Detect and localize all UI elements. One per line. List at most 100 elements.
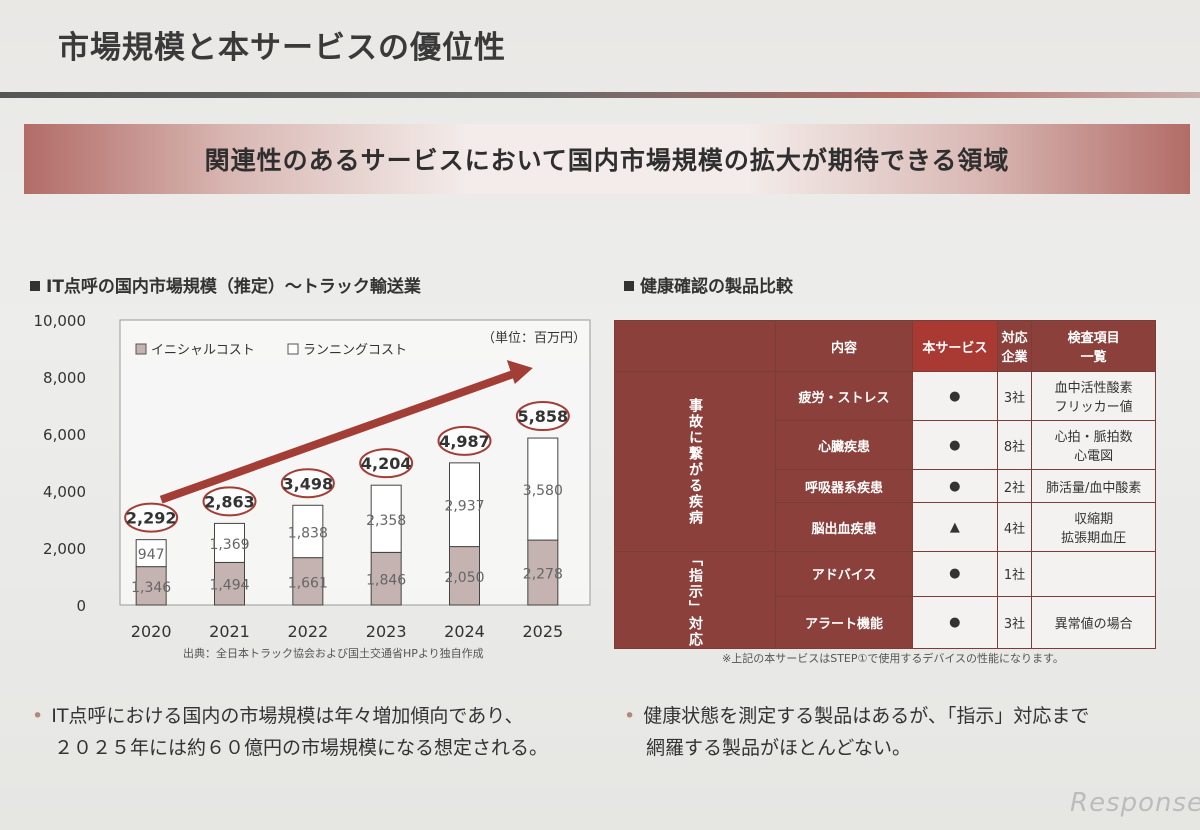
x-tick-label: 2025 xyxy=(522,622,563,641)
bar-initial xyxy=(214,561,245,606)
product-comparison-table: 内容 本サービス 対応 企業 検査項目 一覧 事故に繋がる疾病 疲労・ストレス ● 3社 血中活性酸… xyxy=(614,320,1156,650)
legend-label-running: ランニングコスト xyxy=(303,343,407,358)
bar-initial xyxy=(527,539,559,606)
headline-banner: 関連性のあるサービスにおいて国内市場規模の拡大が期待できる領域 xyxy=(24,124,1190,194)
table-note: ※上記の本サービスはSTEP①で使用するデバイスの性能になります。 xyxy=(722,652,1064,665)
total-ellipse xyxy=(359,448,414,479)
table-row: 呼吸器系疾患 ● 2社 肺活量/血中酸素 xyxy=(615,469,1156,503)
title-divider xyxy=(0,92,1200,98)
header-inspection: 検査項目 一覧 xyxy=(1031,320,1156,372)
item-cell: 心臓疾患 xyxy=(775,420,913,470)
headline-text: 関連性のあるサービスにおいて国内市場規模の拡大が期待できる領域 xyxy=(204,146,1010,175)
y-tick-label: 6,000 xyxy=(43,426,86,444)
bar-running xyxy=(527,437,559,541)
total-label: 4,204 xyxy=(361,454,412,473)
service-mark-cell: ● xyxy=(912,469,998,503)
group-label: 事故に繋がる疾病 xyxy=(687,397,703,526)
bar-running xyxy=(135,539,167,568)
bar-running xyxy=(370,484,402,553)
left-bullet: • IT点呼における国内の市場規模は年々増加傾向であり、 ２０２５年には約６０億円… xyxy=(32,700,548,764)
header-content: 内容 xyxy=(775,320,913,372)
table-row: 「指示」対応 アドバイス ● 1社 xyxy=(614,551,1156,649)
x-tick-label: 2023 xyxy=(366,622,407,641)
table-row: 事故に繋がる疾病 疲労・ストレス ● 3社 血中活性酸素 フリッカー値 xyxy=(614,371,1156,552)
left-bullet-line-2: ２０２５年には約６０億円の市場規模になる想定される。 xyxy=(54,737,549,759)
companies-cell: 2社 xyxy=(996,469,1033,503)
total-ellipse xyxy=(202,486,257,517)
companies-cell: 1社 xyxy=(996,551,1033,597)
data-label-running: 1,369 xyxy=(209,537,249,553)
service-mark-cell: ● xyxy=(912,420,998,470)
total-label: 3,498 xyxy=(283,474,334,493)
bar-running xyxy=(292,504,324,559)
service-mark-cell: ● xyxy=(912,371,998,421)
total-ellipse xyxy=(515,401,570,432)
bar-running xyxy=(449,462,480,548)
data-label-running: 3,580 xyxy=(523,483,563,499)
x-tick-label: 2021 xyxy=(209,622,250,641)
growth-arrow-shaft xyxy=(159,368,521,504)
right-bullet-line-2: 網羅する製品がほとんどない。 xyxy=(646,737,912,759)
inspection-cell: 心拍・脈拍数 心電図 xyxy=(1031,420,1156,470)
right-bullet-line-1: • 健康状態を測定する製品はあるが、「指示」対応まで xyxy=(624,705,1090,727)
header-companies: 対応 企業 xyxy=(996,320,1033,372)
data-label-initial: 1,661 xyxy=(288,575,328,591)
group-label-cell: 事故に繋がる疾病 xyxy=(614,371,776,552)
bar-initial xyxy=(292,557,324,606)
table-header-row: 内容 本サービス 対応 企業 検査項目 一覧 xyxy=(614,320,1156,372)
inspection-cell: 血中活性酸素 フリッカー値 xyxy=(1031,371,1156,421)
square-bullet-icon xyxy=(30,281,40,291)
x-tick-label: 2020 xyxy=(131,622,172,641)
inspection-cell xyxy=(1031,551,1156,597)
plot-frame xyxy=(119,319,591,606)
total-label: 2,292 xyxy=(126,509,177,528)
service-mark-cell: ▲ xyxy=(912,502,998,552)
y-tick-label: 0 xyxy=(76,597,86,615)
inspection-cell: 異常値の場合 xyxy=(1031,595,1156,650)
total-ellipse xyxy=(437,425,492,456)
group-label-cell: 「指示」対応 xyxy=(614,551,776,649)
market-size-chart: 0 2,000 4,000 6,000 8,000 10,000 イニシャルコスト ランニング… xyxy=(34,312,591,660)
companies-cell: 8社 xyxy=(996,420,1033,470)
table-heading-text: 健康確認の製品比較 xyxy=(640,277,793,297)
table-row: アラート機能 ● 3社 異常値の場合 xyxy=(615,595,1156,650)
x-tick-label: 2024 xyxy=(444,622,485,641)
group-label: 「指示」対応 xyxy=(687,552,703,648)
bullet-dot-icon: • xyxy=(32,705,44,727)
bullet-dot-icon: • xyxy=(624,705,636,727)
right-bullet: • 健康状態を測定する製品はあるが、「指示」対応まで 網羅する製品がほとんどない。 xyxy=(624,700,1089,764)
companies-cell: 4社 xyxy=(996,502,1033,552)
data-label-running: 2,937 xyxy=(444,499,484,515)
chart-heading: IT点呼の国内市場規模（推定）～トラック輸送業 xyxy=(30,272,421,297)
page-title: 市場規模と本サービスの優位性 xyxy=(58,30,506,66)
legend-label-initial: イニシャルコスト xyxy=(151,343,255,358)
legend-swatch-running xyxy=(287,343,299,355)
total-label: 2,863 xyxy=(204,492,255,511)
data-label-initial: 2,050 xyxy=(444,570,484,586)
inspection-cell: 肺活量/血中酸素 xyxy=(1031,469,1156,503)
chart-heading-text: IT点呼の国内市場規模（推定）～トラック輸送業 xyxy=(46,277,421,297)
data-label-running: 2,358 xyxy=(366,513,406,529)
companies-cell: 3社 xyxy=(996,595,1033,650)
bar-running xyxy=(214,522,245,563)
y-tick-label: 10,000 xyxy=(34,312,87,330)
item-cell: アドバイス xyxy=(775,551,913,597)
inspection-cell: 収縮期 拡張期血圧 xyxy=(1031,502,1156,552)
bar-initial xyxy=(135,566,167,606)
header-blank xyxy=(614,320,776,372)
item-cell: 疲労・ストレス xyxy=(775,371,913,421)
data-label-running: 1,838 xyxy=(288,525,328,541)
y-tick-label: 4,000 xyxy=(43,483,86,501)
service-mark-cell: ● xyxy=(912,595,998,650)
total-label: 4,987 xyxy=(439,432,490,451)
companies-cell: 3社 xyxy=(996,371,1033,421)
chart-source: 出典：全日本トラック協会および国土交通省HPより独自作成 xyxy=(183,646,484,660)
data-label-initial: 1,494 xyxy=(209,578,249,594)
table-row: 脳出血疾患 ▲ 4社 収縮期 拡張期血圧 xyxy=(615,502,1156,552)
data-label-initial: 1,846 xyxy=(366,573,406,589)
table-row: 心臓疾患 ● 8社 心拍・脈拍数 心電図 xyxy=(615,420,1156,470)
unit-label: （単位：百万円） xyxy=(482,330,586,346)
x-tick-label: 2022 xyxy=(287,622,328,641)
table-heading: 健康確認の製品比較 xyxy=(624,272,793,297)
service-mark-cell: ● xyxy=(912,551,998,597)
